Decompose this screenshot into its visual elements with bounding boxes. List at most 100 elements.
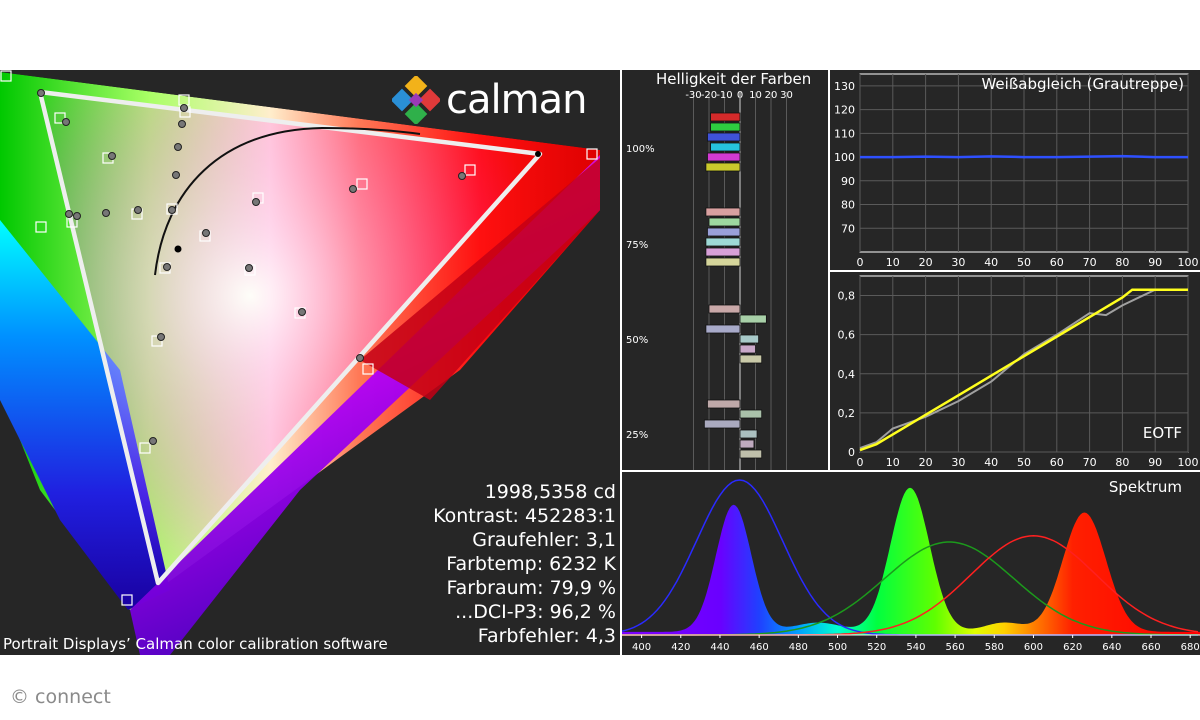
brightness-bar (739, 344, 756, 354)
x-tick-label: 560 (946, 642, 965, 653)
x-tick-label: -10 (716, 90, 732, 101)
x-tick-label: -20 (701, 90, 717, 101)
gamut-fill-red-edge (360, 158, 600, 400)
eotf-line (859, 288, 1188, 450)
x-tick-label: 420 (671, 642, 690, 653)
group-label: 25% (626, 430, 648, 441)
x-tick-label: 40 (984, 256, 998, 269)
x-tick-label: 460 (750, 642, 769, 653)
stat-contrast: Kontrast: 452283:1 (433, 505, 616, 527)
brightness-bar (710, 142, 741, 152)
measured-point (252, 198, 260, 206)
measured-point (65, 210, 73, 218)
x-tick-label: 0 (857, 456, 864, 469)
x-tick-label: 50 (1017, 456, 1031, 469)
brightness-bar (739, 449, 763, 459)
x-tick-label: 80 (1115, 256, 1129, 269)
target-marker (121, 594, 133, 606)
y-tick-label: 70 (841, 222, 855, 235)
target-marker (151, 335, 163, 347)
x-tick-label: 480 (789, 642, 808, 653)
brightness-bar (707, 399, 741, 409)
x-tick-label: 90 (1148, 456, 1162, 469)
target-marker (362, 363, 374, 375)
x-tick-label: 70 (1083, 456, 1097, 469)
x-tick-label: 30 (780, 90, 793, 101)
brightness-bar (739, 409, 763, 419)
gamut-mask-top (0, 70, 600, 150)
measured-point (178, 120, 186, 128)
white-point-glow (40, 90, 540, 580)
x-tick-label: 30 (951, 256, 965, 269)
white-balance-line (860, 154, 1188, 159)
spectrum-area (622, 487, 1200, 635)
brightness-bar (703, 419, 741, 429)
measured-point (149, 437, 157, 445)
measured-point (356, 354, 364, 362)
calman-logo: calman (392, 74, 587, 126)
white-balance-title: Weißabgleich (Grautreppe) (981, 75, 1184, 93)
measured-point (535, 151, 541, 157)
brightness-bar (708, 304, 741, 314)
brightness-bar (739, 354, 763, 364)
eotf-title: EOTF (1142, 424, 1182, 442)
y-tick-label: 100 (834, 151, 855, 164)
y-tick-label: 0,4 (838, 368, 856, 381)
x-tick-label: 540 (906, 642, 925, 653)
target-marker (35, 221, 47, 233)
brightness-bar (705, 162, 741, 172)
group-label: 75% (626, 240, 648, 251)
y-tick-label: 90 (841, 175, 855, 188)
brightness-panel: Helligkeit der Farben -30-20-10010203010… (622, 70, 828, 470)
stat-color-temp: Farbtemp: 6232 K (446, 553, 616, 575)
brightness-bar (739, 429, 758, 439)
measured-point (108, 152, 116, 160)
white-balance-panel: 0 10 20 30 40 50 60 70 80 90 100 70 80 90 100 110 120 130… (830, 70, 1200, 270)
target-marker (356, 178, 368, 190)
x-tick-label: 100 (1178, 456, 1199, 469)
x-tick-label: 10 (749, 90, 762, 101)
measured-point (458, 172, 466, 180)
stat-color-space: Farbraum: 79,9 % (446, 577, 616, 599)
measured-white-point (174, 245, 182, 253)
brightness-bar (705, 324, 741, 334)
target-marker (586, 148, 598, 160)
group-label: 100% (626, 144, 655, 155)
y-tick-label: 0,8 (838, 290, 856, 303)
measured-point (73, 212, 81, 220)
x-tick-label: 50 (1017, 256, 1031, 269)
target-marker (0, 70, 12, 82)
x-tick-label: 680 (1181, 642, 1200, 653)
calman-diamond-icon (392, 76, 440, 124)
measured-point (172, 171, 180, 179)
eotf-panel: 0 10 20 30 40 50 60 70 80 90 100 0 0,2 0,4 0,6 0,8 EOTF (830, 272, 1200, 470)
measured-point (157, 333, 165, 341)
y-tick-label: 0 (848, 446, 855, 459)
target-gamut-triangle (37, 89, 543, 586)
spectrum-panel: 400 420 440 460 480 500 520 540 560 580 600 620 640 6… (622, 472, 1200, 655)
y-tick-label: 0,6 (838, 329, 856, 342)
white-balance-chart: 0 10 20 30 40 50 60 70 80 90 100 70 80 90 100 110 120 130 (834, 73, 1199, 269)
target-marker (66, 216, 78, 228)
x-tick-label: 600 (1024, 642, 1043, 653)
x-tick-label: 580 (985, 642, 1004, 653)
brightness-bar (707, 132, 741, 142)
x-tick-label: 20 (919, 256, 933, 269)
brightness-bar (707, 152, 741, 162)
x-tick-label: 440 (710, 642, 729, 653)
y-tick-label: 0,2 (838, 407, 856, 420)
x-tick-label: 400 (632, 642, 651, 653)
cie-gamut-panel: calman 1998,5358 cd Kontrast: 452283:1 G… (0, 70, 620, 655)
x-tick-label: 100 (1178, 256, 1199, 269)
stat-color-error: Farbfehler: 4,3 (477, 625, 616, 647)
y-tick-label: 130 (834, 80, 855, 93)
measured-point (349, 185, 357, 193)
y-tick-label: 80 (841, 199, 855, 212)
x-tick-label: 10 (886, 256, 900, 269)
x-tick-label: 20 (919, 456, 933, 469)
brightness-bar (739, 439, 755, 449)
x-tick-label: 70 (1083, 256, 1097, 269)
y-tick-label: 120 (834, 104, 855, 117)
measured-point (202, 229, 210, 237)
measurement-stats: 1998,5358 cd Kontrast: 452283:1 Graufehl… (433, 480, 616, 648)
